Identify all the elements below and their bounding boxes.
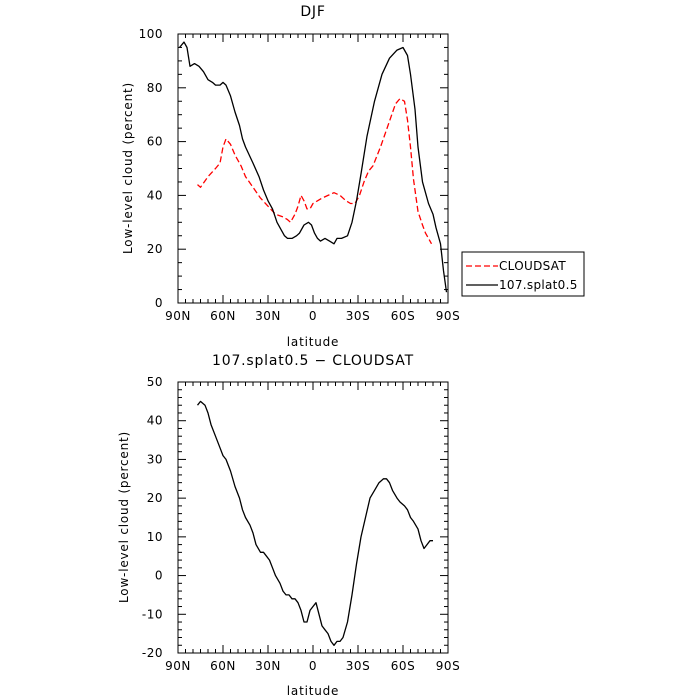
- bottom-series-line-difference: [196, 400, 433, 646]
- top-y-tick-label: 20: [147, 242, 163, 256]
- top-chart-title: DJF: [300, 4, 325, 20]
- top-x-tick-label: 90S: [436, 309, 460, 323]
- bottom-x-tick-label: 30N: [255, 659, 281, 673]
- legend-label-cloudsat: CLOUDSAT: [499, 259, 566, 273]
- top-x-tick-label: 30S: [346, 309, 370, 323]
- bottom-x-tick-label: 60S: [391, 659, 415, 673]
- bottom-y-tick-label: -20: [142, 646, 163, 660]
- top-series-line-cloudsat: [197, 97, 433, 245]
- bottom-x-tick-label: 30S: [346, 659, 370, 673]
- top-y-axis-title: Low-level cloud (percent): [121, 82, 135, 254]
- bottom-axis-ticks: 90N 60N 30N 0 30S 60S 90S -20 -10 0 10 20 30 40 50: [142, 375, 460, 673]
- top-chart-panel: DJF 90N 60N 30N 0 30S 60S 90S 0 20 40 60 80 100 lati…: [121, 4, 585, 349]
- legend-box: [461, 251, 585, 297]
- bottom-x-axis-title: latitude: [287, 684, 339, 698]
- bottom-y-tick-label: 30: [147, 452, 163, 466]
- bottom-x-tick-label: 90S: [436, 659, 460, 673]
- legend-label-model: 107.splat0.5: [499, 278, 578, 292]
- top-y-tick-label: 40: [147, 188, 163, 202]
- top-axis-ticks: 90N 60N 30N 0 30S 60S 90S 0 20 40 60 80 100: [139, 27, 460, 323]
- bottom-y-tick-label: 0: [155, 569, 163, 583]
- top-x-tick-label: 30N: [255, 309, 281, 323]
- bottom-y-tick-label: 20: [147, 491, 163, 505]
- top-plot-frame: [177, 33, 449, 304]
- top-y-tick-label: 80: [147, 81, 163, 95]
- bottom-y-tick-label: 10: [147, 530, 163, 544]
- bottom-y-tick-label: 40: [147, 414, 163, 428]
- top-series-line-107-splat0-5: [179, 41, 448, 293]
- top-x-tick-label: 60N: [210, 309, 236, 323]
- top-series-lines: [179, 41, 448, 293]
- top-y-tick-label: 100: [139, 27, 163, 41]
- bottom-x-tick-label: 90N: [165, 659, 191, 673]
- bottom-y-axis-title: Low-level cloud (percent): [117, 431, 131, 603]
- bottom-x-tick-label: 0: [309, 659, 317, 673]
- top-y-tick-label: 0: [155, 296, 163, 310]
- legend: CLOUDSAT 107.splat0.5: [461, 251, 585, 297]
- top-y-tick-label: 60: [147, 135, 163, 149]
- bottom-x-tick-label: 60N: [210, 659, 236, 673]
- bottom-y-tick-label: -10: [142, 607, 163, 621]
- bottom-plot-frame: [177, 381, 449, 654]
- top-x-axis-title: latitude: [287, 335, 339, 349]
- bottom-chart-title: 107.splat0.5 − CLOUDSAT: [212, 353, 414, 369]
- top-x-tick-label: 60S: [391, 309, 415, 323]
- bottom-series-lines: [196, 400, 433, 646]
- bottom-y-tick-label: 50: [147, 375, 163, 389]
- top-x-tick-label: 0: [309, 309, 317, 323]
- bottom-chart-panel: 107.splat0.5 − CLOUDSAT 90N 60N 30N 0 30S 60S…: [117, 353, 460, 698]
- top-x-tick-label: 90N: [165, 309, 191, 323]
